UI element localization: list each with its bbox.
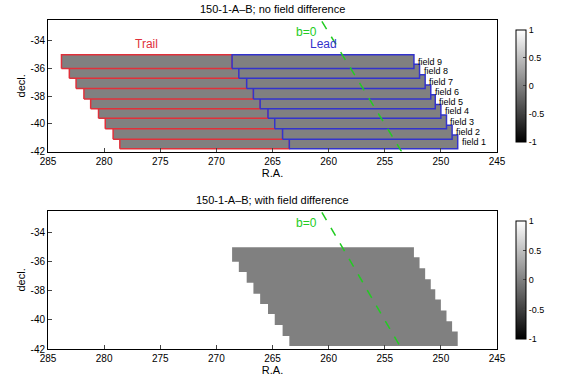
svg-text:-40: -40 [31, 314, 46, 325]
svg-text:field 7: field 7 [429, 77, 453, 87]
svg-text:270: 270 [208, 156, 225, 167]
svg-text:-38: -38 [31, 285, 46, 296]
svg-text:field 6: field 6 [435, 87, 459, 97]
svg-text:-1: -1 [529, 334, 537, 344]
svg-text:250: 250 [433, 353, 450, 364]
svg-text:field 2: field 2 [456, 127, 480, 137]
svg-text:245: 245 [489, 353, 506, 364]
svg-text:270: 270 [208, 353, 225, 364]
svg-text:150-1-A–B; with field differen: 150-1-A–B; with field difference [196, 194, 349, 206]
svg-text:275: 275 [152, 353, 169, 364]
svg-text:265: 265 [264, 156, 281, 167]
svg-text:255: 255 [376, 353, 393, 364]
svg-text:0.5: 0.5 [529, 246, 542, 256]
svg-text:-0.5: -0.5 [529, 305, 545, 315]
svg-text:-36: -36 [31, 256, 46, 267]
svg-text:280: 280 [96, 156, 113, 167]
svg-text:b=0: b=0 [296, 216, 317, 230]
svg-text:285: 285 [40, 353, 57, 364]
svg-text:field 8: field 8 [424, 66, 448, 76]
svg-text:250: 250 [433, 156, 450, 167]
svg-text:field 5: field 5 [439, 97, 463, 107]
svg-text:Lead: Lead [310, 37, 337, 51]
svg-text:245: 245 [489, 156, 506, 167]
svg-text:-0.5: -0.5 [529, 109, 545, 119]
svg-text:1: 1 [529, 25, 534, 35]
svg-text:-36: -36 [31, 63, 46, 74]
svg-text:260: 260 [320, 156, 337, 167]
svg-text:-42: -42 [31, 344, 46, 355]
svg-text:265: 265 [264, 353, 281, 364]
svg-text:field 9: field 9 [418, 57, 442, 67]
svg-text:-42: -42 [31, 146, 46, 157]
svg-text:Trail: Trail [135, 37, 158, 51]
svg-text:field 1: field 1 [462, 137, 486, 147]
svg-text:-1: -1 [529, 137, 537, 147]
svg-text:275: 275 [152, 156, 169, 167]
svg-text:280: 280 [96, 353, 113, 364]
svg-text:-34: -34 [31, 227, 46, 238]
svg-text:b=0: b=0 [296, 25, 317, 39]
svg-text:field 4: field 4 [445, 106, 469, 116]
svg-text:decl.: decl. [15, 268, 27, 291]
svg-text:-40: -40 [31, 118, 46, 129]
svg-text:R.A.: R.A. [262, 167, 283, 179]
svg-text:field 3: field 3 [450, 117, 474, 127]
svg-text:-34: -34 [31, 35, 46, 46]
svg-text:0.5: 0.5 [529, 53, 542, 63]
svg-text:255: 255 [376, 156, 393, 167]
svg-text:decl.: decl. [15, 74, 27, 97]
svg-text:150-1-A–B; no field difference: 150-1-A–B; no field difference [200, 3, 345, 15]
svg-text:R.A.: R.A. [262, 364, 283, 376]
svg-text:0: 0 [529, 81, 534, 91]
svg-text:260: 260 [320, 353, 337, 364]
svg-text:-38: -38 [31, 91, 46, 102]
svg-text:0: 0 [529, 275, 534, 285]
svg-text:285: 285 [40, 156, 57, 167]
svg-text:1: 1 [529, 216, 534, 226]
